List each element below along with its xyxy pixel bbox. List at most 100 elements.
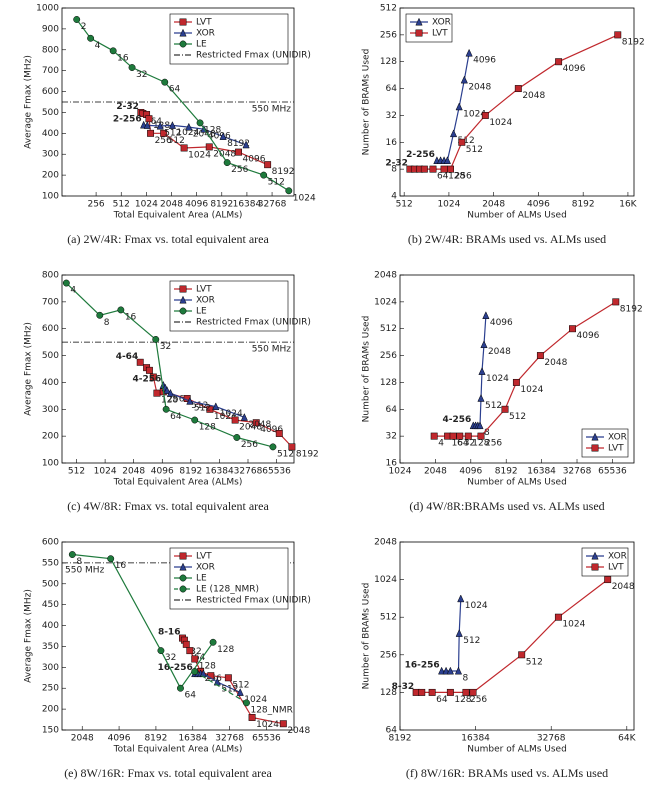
point-label: 2 [81,22,87,32]
y-tick-label: 200 [42,705,59,715]
caption: (d) 4W/8R:BRAMs used vs. ALMs used [409,499,604,513]
point-label: 128 [472,439,489,449]
caption: (b) 2W/4R: BRAMs used vs. ALMs used [408,232,606,246]
legend-label: LE (128_NMR) [196,585,259,595]
legend-label: LE [196,40,207,50]
marker [149,373,157,381]
point-label: 2048 [213,149,236,159]
point-label: 1024 [465,601,488,611]
marker [224,674,232,682]
point-label: 16-256 [405,660,440,670]
marker [480,340,488,349]
legend-marker [591,432,599,441]
y-tick-label: 512 [380,324,397,334]
x-tick-label: 4096 [185,200,208,210]
x-tick-label: 16384 [527,467,556,477]
point-label: 16-256 [158,663,193,673]
y-tick-label: 64 [386,84,398,94]
point-label: 4096 [243,155,266,165]
point-label: 1024 [293,193,316,203]
point-label: 2048 [612,582,635,592]
point-label: 64 [169,85,181,95]
marker [447,165,454,173]
legend-marker [179,295,187,304]
y-tick-label: 800 [42,45,59,55]
legend-label: LVT [196,552,212,562]
y-tick-label: 256 [380,351,397,361]
point-label: 512 [458,136,475,146]
y-tick-label: 256 [380,650,397,660]
point-label: 512 [509,412,526,422]
y-tick-label: 900 [42,24,59,34]
y-axis-label: Number of BRAMs Used [362,49,372,156]
x-tick-label: 1024 [94,467,117,477]
series-line [416,579,609,693]
marker [482,311,490,319]
y-tick-label: 1024 [374,297,397,307]
point-label: 1024 [463,109,486,119]
marker [518,651,526,659]
point-label: 4096 [577,331,600,341]
marker [185,122,193,131]
marker [236,688,244,696]
marker [604,576,612,584]
point-label: 64 [184,691,196,701]
legend-label: XOR [196,563,215,573]
marker [260,171,268,179]
y-tick-label: 400 [42,378,59,388]
marker [429,165,437,173]
point-label: 512 [168,136,185,146]
marker [196,119,204,127]
marker [87,34,95,42]
point-label: 512 [466,145,483,155]
y-tick-label: 300 [42,405,59,415]
marker [454,666,463,675]
marker [235,148,242,156]
point-label: 2048 [193,130,216,140]
x-tick-label: 65536 [598,467,627,477]
y-tick-label: 32 [386,432,397,442]
legend-label: LVT [608,563,624,573]
x-tick-label: 8192 [144,734,167,744]
marker [614,31,622,39]
x-tick-label: 65536 [252,734,281,744]
point-label: 1024 [176,128,199,138]
y-tick-label: 800 [42,271,59,281]
point-label: 8192 [296,449,319,459]
point-label: 2-256 [113,114,142,124]
point-label: 2048 [544,358,567,368]
legend-label: Restricted Fmax (UNIDIR) [196,51,311,61]
marker [555,58,563,66]
point-label: 512 [526,657,543,667]
marker [476,421,484,430]
x-tick-label: 64K [618,734,636,744]
marker [536,352,544,360]
marker [501,405,509,413]
marker [455,102,463,111]
marker [612,298,620,306]
marker [163,386,171,394]
point-label: 4096 [563,64,586,74]
point-label: 512 [221,684,238,694]
y-tick-label: 700 [42,66,59,76]
marker [136,358,144,366]
point-label: 4 [95,41,101,51]
legend-marker [179,574,187,582]
y-tick-label: 512 [380,613,397,623]
marker [462,688,470,696]
marker [554,613,562,621]
series-line [143,124,247,146]
y-axis-label: Average Fmax (MHz) [24,55,34,149]
legend-marker [179,585,187,593]
point-label: 256 [455,172,472,182]
point-label: 1024 [256,720,279,730]
caption: (f) 8W/16R: BRAMs used vs. ALMs used [406,766,608,780]
point-label: 512 [485,401,502,411]
point-label: 16 [452,439,464,449]
y-tick-label: 250 [42,684,59,694]
x-tick-label: 4096 [108,734,131,744]
x-tick-label: 2048 [71,734,94,744]
marker [156,121,164,130]
point-label: 128 [199,661,216,671]
point-label: 256 [241,440,258,450]
